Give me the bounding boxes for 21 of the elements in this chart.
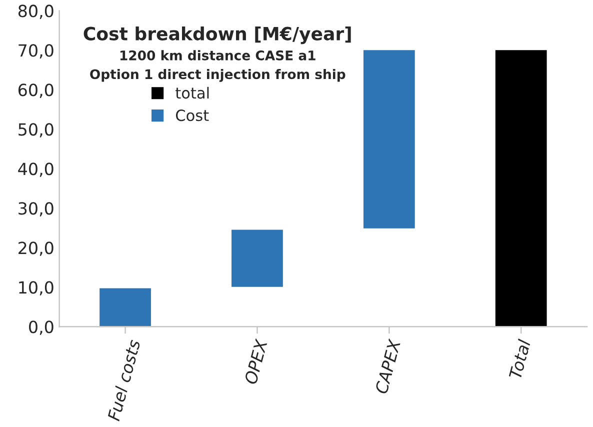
text: 1200 km distance CASE a1 Option 1 direct injection from ship — [90, 50, 346, 82]
y-tick-label: 70,0 — [18, 44, 54, 58]
y-tick-label: 50,0 — [18, 123, 54, 138]
bar — [230, 228, 284, 288]
y-tick-label: 40,0 — [18, 162, 54, 177]
text: Cost breakdown [M€/year] — [84, 26, 351, 44]
legend-label: Cost — [176, 110, 209, 122]
x-tick-label: OPEX — [244, 338, 268, 385]
x-tick-label: CAPEX — [374, 338, 402, 394]
x-tick-label: Fuel costs — [106, 338, 141, 422]
y-tick-label: 60,0 — [18, 84, 54, 98]
y-tick-label: 0,0 — [29, 320, 54, 335]
legend-label: total — [176, 86, 209, 99]
y-tick-label: 80,0 — [18, 4, 54, 19]
y-tick-label: 10,0 — [19, 281, 54, 296]
y-tick-label: 30,0 — [18, 202, 54, 216]
bar — [98, 286, 152, 327]
bar — [494, 48, 548, 327]
x-tick-label: Total — [508, 338, 531, 380]
y-tick-label: 20,0 — [18, 242, 54, 256]
bar — [362, 48, 416, 230]
